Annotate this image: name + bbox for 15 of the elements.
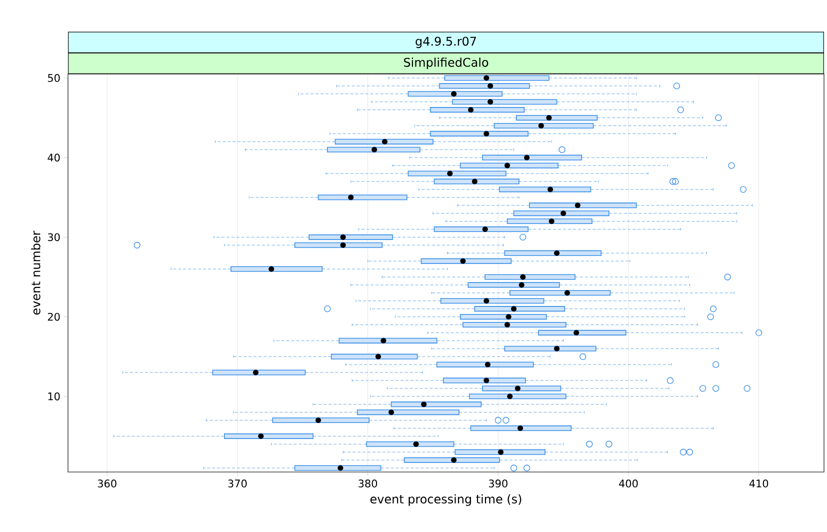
x-tick-label: 380: [358, 480, 378, 488]
x-axis-title: event processing time (s): [370, 494, 522, 506]
y-tick-label: 40: [48, 154, 60, 162]
x-tick-label: 390: [488, 480, 508, 488]
x-tick-label: 410: [749, 480, 768, 488]
x-tick-label: 360: [98, 480, 116, 488]
y-tick-label: 30: [48, 233, 60, 242]
y-tick-label: 20: [48, 312, 60, 321]
y-tick-label: 50: [48, 74, 60, 82]
chart-subtitle: SimplifiedCalo: [404, 58, 488, 70]
y-axis-title: event number: [31, 230, 40, 315]
chart-title: g4.9.5.r07: [416, 36, 476, 48]
x-tick-label: 370: [228, 480, 247, 488]
x-tick-label: 400: [619, 480, 638, 488]
y-tick-label: 10: [48, 392, 60, 400]
